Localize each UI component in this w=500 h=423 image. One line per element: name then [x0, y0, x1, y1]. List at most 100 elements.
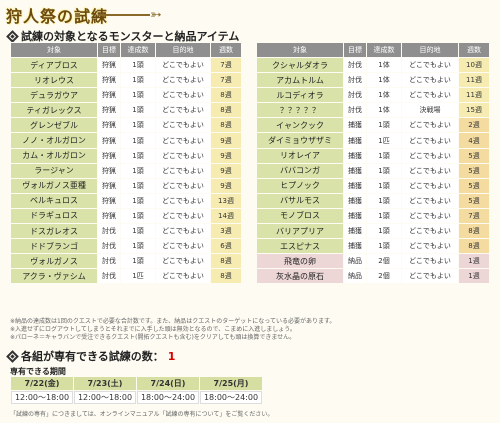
goal-cell: 納品 — [344, 254, 366, 269]
monster-name: バサルモス — [257, 193, 343, 208]
monster-table-left: 対象 目標 達成数 目的地 週数 ディアブロス 狩猟 1頭 どこでもよい 7週 リオレウス… — [10, 42, 242, 285]
monster-name: ティガレックス — [11, 103, 97, 118]
schedule-time: 12:00〜18:00 — [11, 391, 73, 404]
destination-cell: どこでもよい — [156, 148, 210, 163]
weeks-cell: 1週 — [459, 269, 489, 284]
goal-cell: 捕獲 — [344, 239, 366, 254]
table-row: ヴォルガノス亜種 狩猟 1頭 どこでもよい 9週 — [11, 178, 241, 193]
goal-cell: 狩猟 — [98, 88, 120, 103]
monster-name: ベルキュロス — [11, 193, 97, 208]
note-line: ※入進せずにログアウトしてしまうとそれまでに入手した頭は無効となるので、こまめに… — [10, 326, 296, 333]
note-line: ※パローネ＝キャラバンで受注できるクエスト(開拓クエストも含む)をクリアしても頭… — [10, 334, 296, 341]
count-cell: 1体 — [367, 88, 401, 103]
goal-cell: 狩猟 — [98, 148, 120, 163]
monster-name: ノノ・オルガロン — [11, 133, 97, 148]
weeks-cell: 8週 — [211, 269, 241, 284]
destination-cell: どこでもよい — [402, 118, 458, 133]
table-row: バサルモス 捕獲 1頭 どこでもよい 5週 — [257, 193, 489, 208]
goal-cell: 捕獲 — [344, 208, 366, 224]
goal-cell: 狩猟 — [98, 178, 120, 193]
schedule-date: 7/23(土) — [74, 377, 136, 390]
header-goal: 目標 — [98, 43, 120, 57]
monster-name: ドドブランゴ — [11, 239, 97, 254]
header-weeks: 週数 — [211, 43, 241, 57]
exclusive-count: 1 — [167, 349, 176, 363]
goal-cell: 捕獲 — [344, 163, 366, 178]
weeks-cell: 7週 — [211, 73, 241, 88]
table-row: リオレイア 捕獲 1頭 どこでもよい 5週 — [257, 148, 489, 163]
monster-name: ヴォルガノス亜種 — [11, 178, 97, 193]
weeks-cell: 3週 — [211, 224, 241, 239]
monster-name: ディアブロス — [11, 58, 97, 73]
weeks-cell: 13週 — [211, 193, 241, 208]
destination-cell: どこでもよい — [402, 148, 458, 163]
count-cell: 1頭 — [121, 103, 155, 118]
destination-cell: どこでもよい — [156, 103, 210, 118]
weeks-cell: 14週 — [211, 208, 241, 224]
table-row: アクラ・ヴァシム 討伐 1匹 どこでもよい 8週 — [11, 269, 241, 284]
weeks-cell: 5週 — [459, 148, 489, 163]
count-cell: 1頭 — [367, 239, 401, 254]
table-row: クシャルダオラ 討伐 1体 どこでもよい 10週 — [257, 58, 489, 73]
schedule-date: 7/22(金) — [11, 377, 73, 390]
table-row: ラージャン 狩猟 1頭 どこでもよい 9週 — [11, 163, 241, 178]
goal-cell: 狩猟 — [98, 58, 120, 73]
weeks-cell: 5週 — [459, 178, 489, 193]
table-row: ドラギュロス 狩猟 1頭 どこでもよい 14週 — [11, 208, 241, 224]
count-cell: 1頭 — [121, 163, 155, 178]
goal-cell: 討伐 — [98, 239, 120, 254]
goal-cell: 納品 — [344, 269, 366, 284]
weeks-cell: 15週 — [459, 103, 489, 118]
table-row: モノブロス 捕獲 1頭 どこでもよい 7週 — [257, 208, 489, 224]
table-row: ババコンガ 捕獲 1頭 どこでもよい 5週 — [257, 163, 489, 178]
monster-name: ババコンガ — [257, 163, 343, 178]
monster-name: エスピナス — [257, 239, 343, 254]
diamond-bullet-icon — [6, 349, 19, 363]
destination-cell: どこでもよい — [156, 193, 210, 208]
goal-cell: 狩猟 — [98, 103, 120, 118]
goal-cell: 狩猟 — [98, 73, 120, 88]
destination-cell: どこでもよい — [402, 58, 458, 73]
monster-name: ルコディオラ — [257, 88, 343, 103]
count-cell: 2個 — [367, 269, 401, 284]
count-cell: 1頭 — [121, 118, 155, 133]
monster-name: ダイミョウザザミ — [257, 133, 343, 148]
destination-cell: どこでもよい — [156, 224, 210, 239]
destination-cell: どこでもよい — [156, 269, 210, 284]
count-cell: 1匹 — [121, 269, 155, 284]
goal-cell: 捕獲 — [344, 193, 366, 208]
table-row: リオレウス 狩猟 1頭 どこでもよい 7週 — [11, 73, 241, 88]
table-row: ルコディオラ 討伐 1体 どこでもよい 11週 — [257, 88, 489, 103]
goal-cell: 討伐 — [98, 224, 120, 239]
monster-name: 飛竜の卵 — [257, 254, 343, 269]
count-cell: 1頭 — [121, 58, 155, 73]
count-cell: 1頭 — [121, 133, 155, 148]
header-destination: 目的地 — [156, 43, 210, 57]
count-cell: 1頭 — [121, 88, 155, 103]
weeks-cell: 9週 — [211, 133, 241, 148]
section-heading-exclusive: 各組が専有できる試練の数： 1 — [6, 348, 176, 364]
header-goal: 目標 — [344, 43, 366, 57]
title-rule — [98, 14, 150, 16]
schedule-date: 7/25(月) — [200, 377, 262, 390]
schedule-times-row: 12:00〜18:00 12:00〜18:00 18:00〜24:00 18:0… — [11, 391, 262, 404]
count-cell: 1頭 — [367, 163, 401, 178]
monster-name: アカムトルム — [257, 73, 343, 88]
table-row: ベルキュロス 狩猟 1頭 どこでもよい 13週 — [11, 193, 241, 208]
weeks-cell: 8週 — [459, 224, 489, 239]
count-cell: 1匹 — [367, 133, 401, 148]
count-cell: 1頭 — [367, 148, 401, 163]
section-heading-text: 各組が専有できる試練の数： — [21, 350, 164, 363]
weeks-cell: 8週 — [211, 103, 241, 118]
section-heading-targets: 試練の対象となるモンスターと納品アイテム — [6, 28, 239, 44]
count-cell: 1体 — [367, 73, 401, 88]
header-weeks: 週数 — [459, 43, 489, 57]
goal-cell: 狩猟 — [98, 208, 120, 224]
monster-name: ラージャン — [11, 163, 97, 178]
destination-cell: 決戦場 — [402, 103, 458, 118]
goal-cell: 討伐 — [98, 254, 120, 269]
note-line: ※納品の達成数は1回のクエストで必要な合計数です。また、納品はクエストのターゲッ… — [10, 318, 336, 325]
monster-name: イャンクック — [257, 118, 343, 133]
goal-cell: 捕獲 — [344, 148, 366, 163]
table-header-row: 対象 目標 達成数 目的地 週数 — [11, 43, 241, 57]
